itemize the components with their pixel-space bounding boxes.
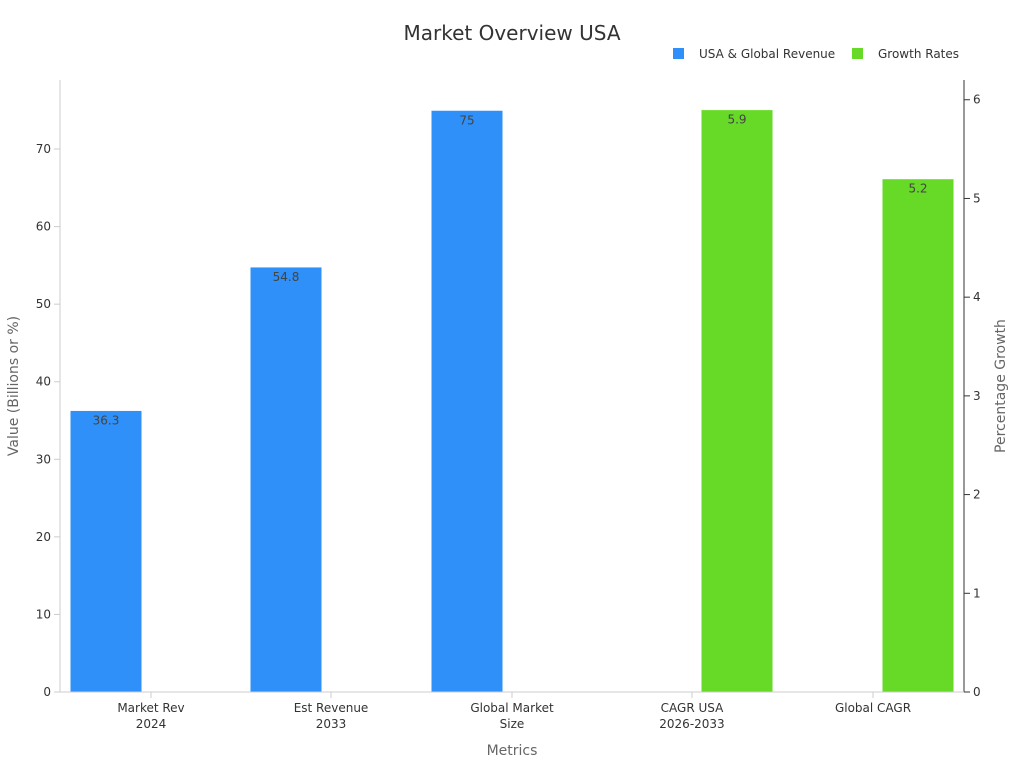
x-tick-label-line: Size — [500, 717, 525, 731]
x-tick-label-line: 2033 — [316, 717, 347, 731]
x-tick-label-line: Market Rev — [117, 701, 184, 715]
y-tick-label: 10 — [36, 607, 51, 621]
legend-label: Growth Rates — [878, 47, 959, 61]
y-tick-label: 0 — [43, 685, 51, 699]
bar — [69, 409, 143, 693]
bar-data-label: 54.8 — [273, 270, 300, 284]
bar — [700, 109, 774, 693]
x-tick-label: Est Revenue 2033 — [294, 701, 369, 731]
y2-tick-label: 0 — [973, 685, 981, 699]
y-tick-label: 50 — [36, 297, 51, 311]
y-axis-title: Value (Billions or %) — [6, 316, 22, 456]
y-tick-label: 20 — [36, 530, 51, 544]
y2-tick-label: 2 — [973, 488, 981, 502]
x-tick-label: Global CAGR — [835, 701, 911, 715]
legend-label: USA & Global Revenue — [699, 47, 835, 61]
y2-tick-label: 1 — [973, 586, 981, 600]
bars — [69, 109, 955, 693]
bar — [249, 266, 323, 693]
legend-swatch — [673, 48, 684, 59]
chart-title: Market Overview USA — [403, 21, 620, 45]
x-tick-label-line: CAGR USA — [661, 701, 724, 715]
bar-labels: 36.3 54.8 75 5.9 5.2 — [93, 113, 928, 428]
x-axis-ticks: Market Rev 2024 Est Revenue 2033 Global Mark… — [117, 692, 911, 731]
y-axis-ticks: 0 10 20 30 40 50 60 70 — [36, 142, 60, 699]
y2-axis-ticks: 0 1 2 3 4 5 6 — [964, 93, 981, 699]
bar-data-label: 5.9 — [727, 113, 746, 127]
y-tick-label: 30 — [36, 452, 51, 466]
x-tick-label-line: Est Revenue — [294, 701, 369, 715]
legend: USA & Global Revenue Growth Rates — [673, 47, 959, 61]
bar — [430, 109, 504, 693]
bar — [881, 178, 955, 693]
legend-swatch — [852, 48, 863, 59]
x-tick-label: Market Rev 2024 — [117, 701, 184, 731]
bar-data-label: 75 — [459, 113, 474, 127]
y-tick-label: 60 — [36, 220, 51, 234]
bar-data-label: 36.3 — [93, 413, 120, 427]
y2-tick-label: 4 — [973, 290, 981, 304]
y-tick-label: 40 — [36, 375, 51, 389]
x-tick-label-line: 2024 — [136, 717, 167, 731]
y2-tick-label: 6 — [973, 93, 981, 107]
bar-data-label: 5.2 — [908, 182, 927, 196]
x-tick-label: CAGR USA 2026-2033 — [659, 701, 724, 731]
x-tick-label-line: Global Market — [470, 701, 554, 715]
x-tick-label-line: 2026-2033 — [659, 717, 724, 731]
y-tick-label: 70 — [36, 142, 51, 156]
y2-tick-label: 5 — [973, 191, 981, 205]
x-tick-label-line: Global CAGR — [835, 701, 911, 715]
x-axis-title: Metrics — [487, 743, 538, 759]
y2-axis-title: Percentage Growth — [993, 319, 1009, 453]
x-tick-label: Global Market Size — [470, 701, 554, 731]
y2-tick-label: 3 — [973, 389, 981, 403]
